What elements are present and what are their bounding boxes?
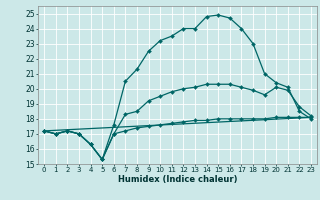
X-axis label: Humidex (Indice chaleur): Humidex (Indice chaleur) [118, 175, 237, 184]
